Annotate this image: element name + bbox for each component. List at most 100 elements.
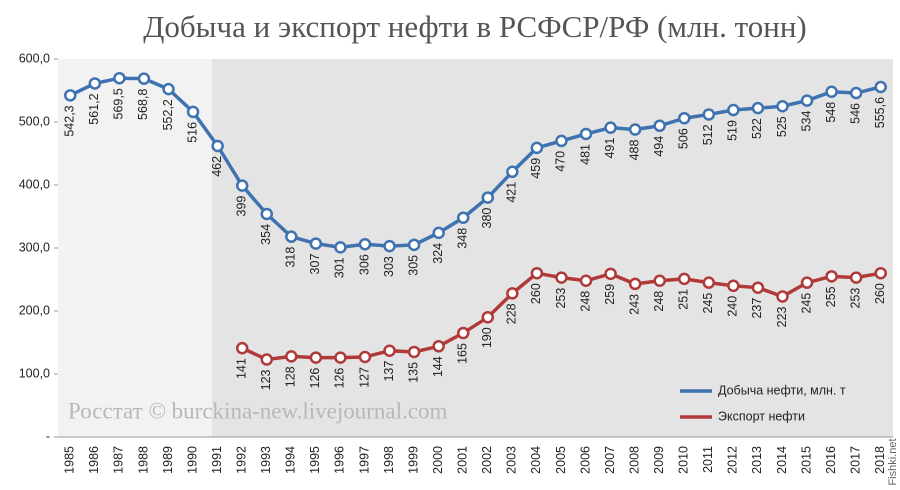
data-label: 380 <box>480 208 494 229</box>
data-point <box>358 350 372 364</box>
data-point <box>456 211 470 225</box>
x-tick-label: 1986 <box>87 446 101 474</box>
data-label: 240 <box>726 296 740 317</box>
data-label: 255 <box>824 286 838 307</box>
data-point <box>64 89 77 102</box>
data-point <box>653 119 666 133</box>
data-label: 459 <box>529 158 543 179</box>
data-label: 259 <box>603 284 617 305</box>
y-tick-label: 500,0 <box>19 114 50 128</box>
data-label: 522 <box>750 118 764 139</box>
data-point <box>628 277 642 291</box>
data-point <box>751 101 765 115</box>
data-point <box>407 345 421 359</box>
data-point <box>776 100 789 113</box>
data-point <box>334 241 347 254</box>
x-tick-label: 2007 <box>603 446 617 474</box>
data-label: 494 <box>652 136 666 157</box>
x-tick-label: 2010 <box>677 446 691 474</box>
data-label: 548 <box>824 102 838 123</box>
data-point <box>653 274 666 288</box>
data-point <box>874 266 887 280</box>
data-label: 534 <box>799 111 813 132</box>
data-label: 561,2 <box>87 93 101 124</box>
data-label: 248 <box>578 291 592 312</box>
data-point <box>211 139 224 153</box>
data-label: 462 <box>210 156 224 177</box>
data-label: 253 <box>848 288 862 309</box>
series-line <box>69 76 882 250</box>
data-label: 137 <box>382 361 396 382</box>
x-tick-label: 2005 <box>554 446 568 474</box>
data-label: 399 <box>234 196 248 217</box>
data-label: 245 <box>701 293 715 314</box>
data-point <box>849 86 863 100</box>
y-tick-label: - <box>46 429 50 443</box>
x-tick-label: 2012 <box>726 446 740 474</box>
data-label: 307 <box>308 254 322 275</box>
data-label: 324 <box>431 243 445 264</box>
data-point <box>702 108 716 121</box>
x-tick-label: 2009 <box>652 446 666 474</box>
data-point <box>579 127 593 141</box>
data-point <box>555 271 568 284</box>
x-tick-label: 2000 <box>431 446 445 474</box>
x-tick-label: 2015 <box>799 446 813 474</box>
x-tick-label: 2011 <box>701 446 715 473</box>
data-label: 245 <box>799 293 813 314</box>
plot-background <box>212 59 893 437</box>
data-label: 506 <box>677 128 691 149</box>
x-tick-label: 1995 <box>308 446 322 474</box>
x-tick-label: 2014 <box>775 446 789 474</box>
data-label: 260 <box>529 283 543 304</box>
data-point <box>579 274 593 288</box>
data-label: 251 <box>677 289 691 310</box>
data-point <box>776 290 789 303</box>
data-label: 260 <box>873 283 887 304</box>
data-label: 525 <box>775 116 789 137</box>
watermark: Росстат © burckina-new.livejournal.com <box>68 398 447 423</box>
data-point <box>800 94 814 107</box>
data-point <box>334 351 347 364</box>
data-point <box>825 270 838 283</box>
x-tick-label: 1988 <box>136 446 150 474</box>
legend-label: Экспорт нефти <box>718 409 805 423</box>
data-point <box>137 72 151 85</box>
data-point <box>162 82 175 96</box>
data-point <box>530 141 544 155</box>
x-tick-label: 2004 <box>529 446 543 474</box>
data-point <box>727 279 740 293</box>
data-point <box>186 105 200 119</box>
data-point <box>604 267 617 281</box>
data-point <box>456 326 470 340</box>
data-point <box>702 276 716 289</box>
data-point <box>113 71 126 85</box>
data-point <box>874 80 887 94</box>
data-point <box>88 77 102 90</box>
data-point <box>481 311 495 324</box>
data-label: 237 <box>750 298 764 319</box>
data-point <box>432 226 445 240</box>
data-point <box>235 179 249 192</box>
data-point <box>849 271 863 284</box>
data-label: 190 <box>480 327 494 348</box>
data-label: 318 <box>284 247 298 268</box>
y-tick-label: 300,0 <box>19 240 50 254</box>
x-tick-label: 1991 <box>210 446 224 474</box>
data-label: 512 <box>701 124 715 145</box>
data-point <box>383 239 396 253</box>
x-tick-label: 1989 <box>161 446 175 474</box>
x-tick-label: 1987 <box>112 446 126 474</box>
period-shade <box>58 59 212 437</box>
x-tick-label: 2002 <box>480 446 494 474</box>
x-tick-label: 1996 <box>333 446 347 474</box>
y-tick-label: 400,0 <box>19 177 50 191</box>
data-point <box>800 276 814 289</box>
data-point <box>407 238 421 252</box>
data-point <box>383 344 396 357</box>
data-label: 569,5 <box>112 88 126 119</box>
data-point <box>506 165 519 179</box>
data-point <box>506 287 519 300</box>
x-tick-label: 1992 <box>234 446 248 474</box>
